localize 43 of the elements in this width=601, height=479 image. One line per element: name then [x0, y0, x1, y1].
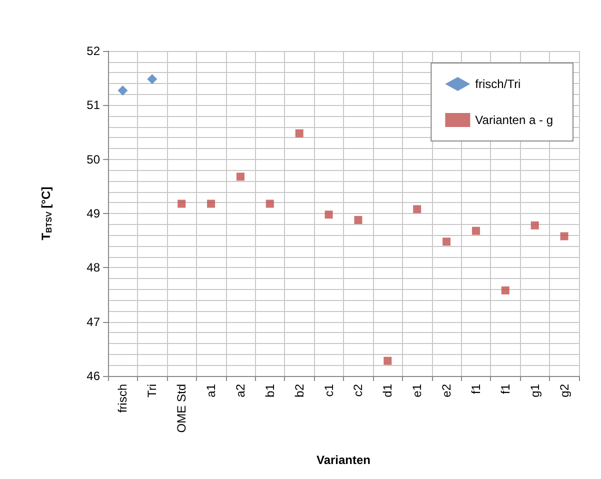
point — [501, 286, 510, 294]
y-tick-label: 48 — [86, 260, 100, 275]
x-tick-label: a1 — [204, 384, 218, 398]
point — [207, 200, 216, 208]
y-tick-label: 49 — [86, 206, 100, 220]
x-tick-label: e2 — [440, 384, 454, 398]
x-tick-label: a2 — [233, 384, 248, 398]
point — [147, 74, 158, 84]
point — [472, 226, 480, 235]
y-axis-title: TBTSV [°C] — [39, 186, 54, 240]
point — [295, 129, 304, 138]
point — [530, 221, 539, 230]
point — [442, 238, 451, 246]
legend-label: Varianten a - g — [475, 113, 554, 127]
x-tick-label: OME Std — [174, 384, 189, 433]
x-tick-label: b2 — [292, 384, 306, 398]
x-axis-title: Varianten — [316, 453, 371, 467]
point — [236, 172, 244, 181]
point — [118, 86, 128, 96]
point — [413, 205, 422, 214]
x-tick-label: d1 — [380, 384, 395, 398]
y-tick-label: 47 — [86, 314, 100, 329]
x-tick-label: b1 — [262, 384, 277, 398]
point — [266, 200, 274, 208]
x-tick-label: g2 — [557, 384, 572, 398]
x-tick-label: f1 — [498, 384, 512, 394]
point — [354, 216, 362, 224]
point — [384, 356, 392, 365]
x-tick-label: Tri — [145, 384, 160, 398]
y-tick-label: 51 — [86, 98, 100, 112]
x-tick-label: c1 — [322, 384, 336, 397]
legend-label: frisch/Tri — [475, 77, 521, 91]
x-tick-label: c2 — [351, 384, 366, 397]
point — [324, 210, 333, 219]
point — [178, 200, 186, 208]
x-tick-label: e1 — [410, 384, 424, 398]
x-tick-label: f1 — [468, 384, 483, 394]
x-tick-label: g1 — [528, 384, 542, 398]
point — [560, 232, 568, 240]
x-tick-label: frisch — [116, 384, 130, 413]
y-tick-label: 52 — [86, 44, 100, 58]
y-tick-label: 50 — [86, 152, 100, 166]
y-tick-label: 46 — [86, 369, 100, 383]
